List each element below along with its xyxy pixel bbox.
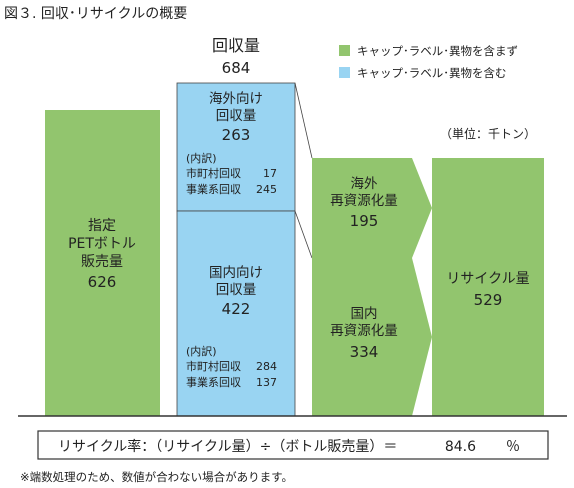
domestic-recycled-label-2: 再資源化量 (330, 323, 398, 339)
legend-label-excluding: キャップ･ラベル･異物を含まず (357, 44, 518, 58)
domestic-recycled-label-1: 国内 (351, 306, 378, 322)
overseas-breakdown-business-label: 事業系回収 (186, 183, 241, 196)
domestic-breakdown-business-value: 137 (256, 376, 277, 389)
domestic-breakdown-business-label: 事業系回収 (186, 376, 241, 389)
overseas-breakdown-title: (内訳) (186, 151, 217, 165)
overseas-recycled-arrow: 海外 再資源化量 195 (312, 158, 432, 258)
domestic-collected-label-1: 国内向け (209, 265, 263, 281)
sales-value: 626 (88, 273, 117, 291)
domestic-breakdown-title: (内訳) (186, 344, 217, 358)
overseas-collected-label-2: 回収量 (216, 108, 257, 124)
recycling-rate-formula: リサイクル率：（リサイクル量）÷（ボトル販売量）＝ 84.6 ％ (37, 430, 549, 460)
footnote: ※端数処理のため、数値が合わない場合があります。 (20, 470, 293, 484)
domestic-breakdown-municipal-value: 284 (256, 360, 277, 373)
sales-label-line-1: 指定 (88, 218, 116, 234)
sales-bar-rect (45, 110, 160, 416)
formula-prefix: リサイクル率：（リサイクル量）÷（ボトル販売量）＝ (58, 438, 397, 455)
overseas-collected-value: 263 (222, 126, 251, 144)
domestic-breakdown-municipal-label: 市町村回収 (186, 359, 241, 373)
recycled-total-label: リサイクル量 (446, 271, 529, 287)
overseas-collected-label-1: 海外向け (209, 91, 263, 107)
domestic-recycled-shape (312, 258, 432, 416)
sales-label-line-3: 販売量 (81, 254, 123, 270)
overseas-breakdown-municipal-value: 17 (263, 167, 277, 180)
formula-value: 84.6 (445, 439, 476, 455)
domestic-collected-bar: 国内向け 回収量 422 (内訳) 市町村回収 284 事業系回収 137 (176, 210, 296, 417)
recycled-total-bar: リサイクル量 529 (432, 158, 544, 416)
legend-swatch-including (339, 67, 350, 78)
recycled-total-rect (432, 158, 544, 416)
legend: キャップ･ラベル･異物を含まず キャップ･ラベル･異物を含む (339, 44, 518, 80)
domestic-recycled-arrow: 国内 再資源化量 334 (312, 258, 432, 416)
overseas-recycled-label-1: 海外 (351, 176, 378, 192)
domestic-collected-label-2: 回収量 (216, 282, 257, 298)
total-collected-value: 684 (222, 59, 251, 77)
overseas-breakdown-business-value: 245 (256, 183, 277, 196)
overseas-collected-bar: 海外向け 回収量 263 (内訳) 市町村回収 17 事業系回収 245 (176, 82, 296, 212)
overseas-recycled-value: 195 (350, 212, 379, 230)
chart-title: 図３. 回収･リサイクルの概要 (4, 6, 187, 22)
formula-box (37, 430, 549, 460)
legend-swatch-excluding (339, 45, 350, 56)
overseas-recycled-shape (312, 158, 432, 258)
overseas-collected-rect (176, 82, 296, 212)
recycled-total-value: 529 (474, 291, 503, 309)
domestic-recycled-value: 334 (350, 343, 379, 361)
overseas-breakdown-municipal-label: 市町村回収 (186, 166, 241, 180)
sales-label-line-2: PETボトル (68, 236, 136, 252)
domestic-collected-value: 422 (222, 300, 251, 318)
legend-label-including: キャップ･ラベル･異物を含む (357, 66, 507, 80)
total-collected-label: 回収量 (212, 36, 260, 55)
sales-bar: 指定 PETボトル 販売量 626 (45, 110, 160, 416)
domestic-collected-rect (176, 210, 296, 417)
flow-line-overseas-bottom (294, 210, 313, 259)
flow-line-overseas-top (294, 82, 313, 159)
unit-label: （単位：千トン） (440, 126, 536, 141)
overseas-recycled-label-2: 再資源化量 (330, 193, 398, 209)
formula-unit: ％ (506, 439, 520, 455)
